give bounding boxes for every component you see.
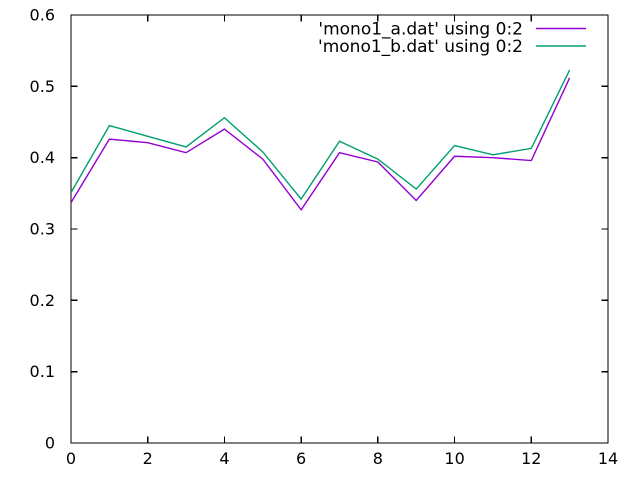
series-line-b	[70, 69, 571, 201]
x-tick-label: 14	[598, 449, 618, 468]
y-tick-label: 0.5	[30, 77, 55, 96]
y-tick-label: 0.6	[30, 6, 55, 25]
y-tick-label: 0.1	[30, 362, 55, 381]
y-tick-label: 0.2	[30, 291, 55, 310]
x-tick-label: 4	[219, 449, 229, 468]
x-tick-label: 2	[143, 449, 153, 468]
legend-label-b: 'mono1_b.dat' using 0:2	[318, 37, 523, 57]
x-tick-label: 8	[373, 449, 383, 468]
x-tick-label: 10	[444, 449, 464, 468]
series-line-a	[70, 77, 571, 211]
y-tick-label: 0.3	[30, 220, 55, 239]
x-tick-label: 6	[296, 449, 306, 468]
legend-label-a: 'mono1_a.dat' using 0:2	[318, 19, 523, 39]
y-tick-label: 0	[45, 434, 55, 453]
x-tick-label: 12	[521, 449, 541, 468]
y-tick-label: 0.4	[30, 148, 55, 167]
x-tick-label: 0	[66, 449, 76, 468]
